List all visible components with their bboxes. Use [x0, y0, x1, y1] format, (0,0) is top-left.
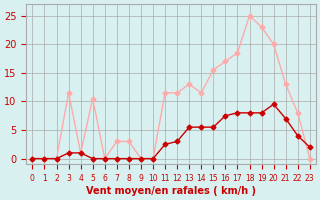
X-axis label: Vent moyen/en rafales ( km/h ): Vent moyen/en rafales ( km/h ) — [86, 186, 256, 196]
